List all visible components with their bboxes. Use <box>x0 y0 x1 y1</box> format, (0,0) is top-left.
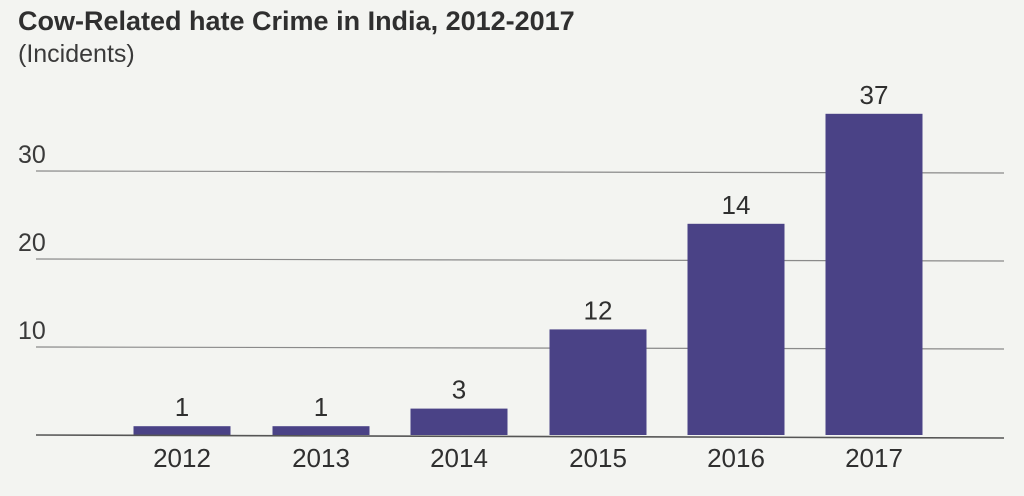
y-tick-label: 10 <box>18 317 46 345</box>
data-label: 1 <box>175 392 189 422</box>
bar-2015 <box>549 329 647 435</box>
data-label: 14 <box>722 190 751 220</box>
x-tick-label: 2013 <box>292 443 350 473</box>
x-tick-label: 2012 <box>153 443 211 473</box>
data-label: 1 <box>314 392 328 422</box>
chart-title: Cow-Related hate Crime in India, 2012-20… <box>18 6 575 36</box>
bar-2016 <box>687 223 785 435</box>
bar-2014 <box>410 408 508 435</box>
data-label: 12 <box>584 295 613 325</box>
x-tick-label: 2016 <box>707 443 765 473</box>
y-tick-label: 30 <box>18 141 46 169</box>
bar-2017 <box>825 113 923 436</box>
bar-2012 <box>133 426 231 435</box>
chart-subtitle: (Incidents) <box>18 40 135 68</box>
x-tick-label: 2014 <box>430 443 488 473</box>
bar-2013 <box>272 426 370 435</box>
x-axis-line <box>35 434 1005 439</box>
y-tick-label: 20 <box>18 229 46 257</box>
x-tick-label: 2015 <box>569 443 627 473</box>
data-label: 3 <box>452 375 466 405</box>
x-tick-label: 2017 <box>845 443 903 473</box>
data-label: 37 <box>860 80 889 110</box>
